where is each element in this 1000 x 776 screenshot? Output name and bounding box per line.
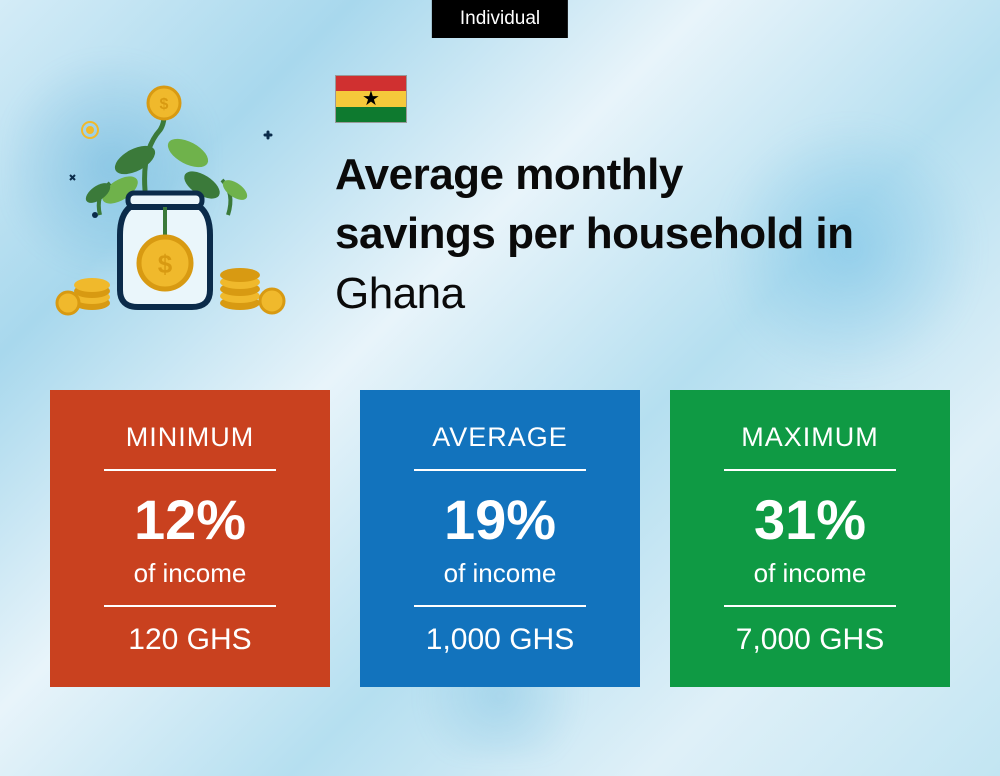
svg-text:$: $ [160, 96, 169, 113]
card-subtext: of income [390, 558, 610, 589]
page-title: Average monthly savings per household in… [335, 145, 854, 323]
title-country: Ghana [335, 264, 854, 323]
divider [414, 605, 586, 607]
ghana-flag-icon: ★ [335, 75, 407, 123]
card-amount: 1,000 GHS [390, 623, 610, 657]
card-percent: 19% [390, 487, 610, 552]
card-subtext: of income [700, 558, 920, 589]
divider [414, 469, 586, 471]
category-tag: Individual [432, 0, 568, 38]
flag-star-icon: ★ [362, 89, 380, 109]
card-amount: 120 GHS [80, 623, 300, 657]
title-line-2: savings per household in [335, 204, 854, 263]
card-label: AVERAGE [390, 422, 610, 453]
card-maximum: MAXIMUM 31% of income 7,000 GHS [670, 390, 950, 687]
savings-jar-illustration: $ $ [50, 75, 295, 320]
card-percent: 12% [80, 487, 300, 552]
card-average: AVERAGE 19% of income 1,000 GHS [360, 390, 640, 687]
card-label: MAXIMUM [700, 422, 920, 453]
title-line-1: Average monthly [335, 145, 854, 204]
card-percent: 31% [700, 487, 920, 552]
svg-text:$: $ [158, 249, 173, 279]
card-minimum: MINIMUM 12% of income 120 GHS [50, 390, 330, 687]
hero-section: $ $ [50, 75, 854, 323]
coin-stack-left [57, 278, 110, 314]
divider [724, 605, 896, 607]
card-amount: 7,000 GHS [700, 623, 920, 657]
divider [104, 469, 276, 471]
card-subtext: of income [80, 558, 300, 589]
stat-cards-row: MINIMUM 12% of income 120 GHS AVERAGE 19… [50, 390, 950, 687]
title-area: ★ Average monthly savings per household … [335, 75, 854, 323]
divider [724, 469, 896, 471]
divider [104, 605, 276, 607]
coin-stack-right [220, 268, 284, 313]
card-label: MINIMUM [80, 422, 300, 453]
